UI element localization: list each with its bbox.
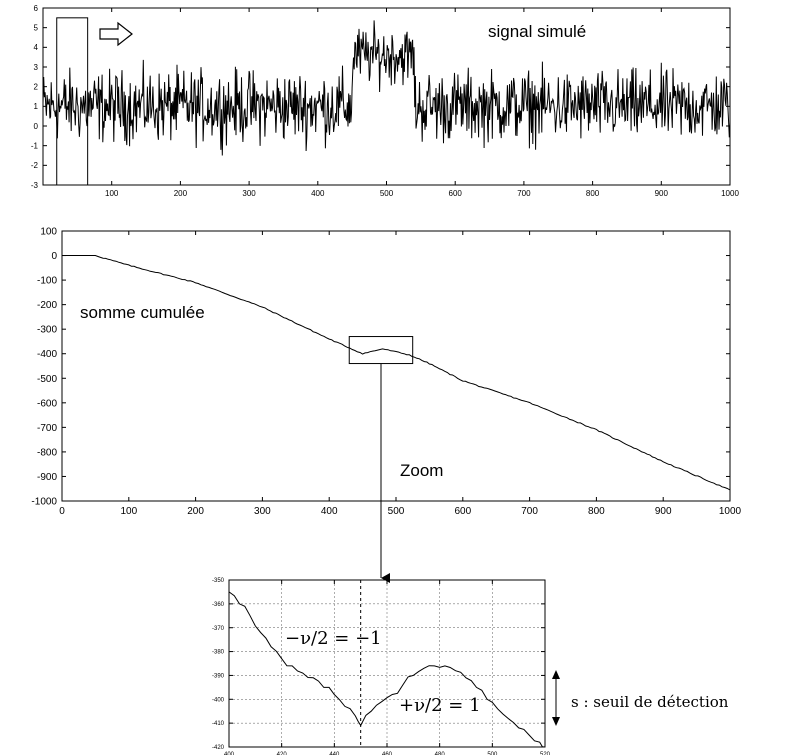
cumsum-xtick-label: 500 bbox=[388, 506, 405, 517]
zoom-ytick-label: -350 bbox=[212, 578, 225, 584]
window-direction-arrow-icon bbox=[99, 21, 133, 47]
signal-xtick-label: 1000 bbox=[721, 189, 739, 198]
signal-x-ticks: 100 200 300 400 500 600 700 800 900 1000 bbox=[105, 8, 739, 198]
cumsum-xtick-label: 600 bbox=[454, 506, 471, 517]
signal-ytick-label: 0 bbox=[34, 122, 39, 131]
threshold-label: s : seuil de détection bbox=[571, 693, 729, 711]
zoom-ytick-label: -400 bbox=[212, 697, 225, 703]
cumsum-xtick-label: 1000 bbox=[719, 506, 742, 517]
zoom-ytick-label: -410 bbox=[212, 721, 225, 727]
signal-ytick-label: 3 bbox=[34, 63, 39, 72]
cumsum-ytick-label: 0 bbox=[51, 251, 57, 262]
signal-annotation: signal simulé bbox=[488, 22, 586, 41]
threshold-arrow-up-icon bbox=[552, 670, 560, 679]
cumsum-ytick-label: -100 bbox=[37, 276, 57, 287]
signal-ytick-label: -1 bbox=[31, 141, 39, 150]
cumsum-xtick-label: 800 bbox=[588, 506, 605, 517]
signal-xtick-label: 300 bbox=[242, 189, 256, 198]
zoom-ytick-label: -380 bbox=[212, 650, 225, 656]
signal-ytick-label: 4 bbox=[34, 43, 39, 52]
signal-xtick-label: 800 bbox=[586, 189, 600, 198]
slope-annotation-negative: −ν/2 = −1 bbox=[285, 628, 382, 649]
cumsum-plot-frame bbox=[61, 230, 731, 502]
cumsum-xtick-label: 700 bbox=[521, 506, 538, 517]
cumsum-ytick-label: -700 bbox=[37, 423, 57, 434]
signal-chart: -3 -2 -1 0 1 2 3 4 5 6 100 200 300 400 500 600 700 800 90… bbox=[31, 4, 740, 198]
cumsum-xtick-label: 200 bbox=[187, 506, 204, 517]
zoom-ytick-label: -420 bbox=[212, 745, 225, 751]
cumsum-ytick-label: -1000 bbox=[31, 497, 57, 508]
zoom-xtick-label: 440 bbox=[329, 752, 340, 755]
signal-xtick-label: 600 bbox=[449, 189, 463, 198]
cumsum-xtick-label: 100 bbox=[120, 506, 137, 517]
zoom-ytick-label: -370 bbox=[212, 626, 225, 632]
zoom-grid bbox=[229, 580, 545, 747]
cumsum-ytick-label: -500 bbox=[37, 374, 57, 385]
zoom-chart: -350-360-370-380-390-400-410-420 400 420 4… bbox=[212, 578, 729, 755]
signal-ytick-label: 5 bbox=[34, 23, 39, 32]
slope-annotation-positive: +ν/2 = 1 bbox=[399, 695, 481, 716]
cumsum-ytick-label: -600 bbox=[37, 398, 57, 409]
signal-ytick-label: -2 bbox=[31, 161, 39, 170]
signal-ytick-label: -3 bbox=[31, 181, 39, 190]
signal-ytick-label: 6 bbox=[34, 4, 39, 13]
cumsum-ytick-label: -400 bbox=[37, 349, 57, 360]
cumsum-y-ticks: 100 0 -100 -200 -300 -400 -500 -600 -700 -800 -900… bbox=[31, 227, 730, 508]
zoom-xtick-label: 420 bbox=[277, 752, 288, 755]
zoom-xtick-label: 520 bbox=[540, 752, 551, 755]
zoom-series-line bbox=[228, 591, 546, 748]
zoom-x-ticks: 400 420 440 460 480 500 520 bbox=[224, 580, 551, 755]
cumsum-xtick-label: 900 bbox=[655, 506, 672, 517]
signal-y-ticks: -3 -2 -1 0 1 2 3 4 5 6 bbox=[31, 4, 730, 190]
signal-xtick-label: 100 bbox=[105, 189, 119, 198]
zoom-xtick-label: 400 bbox=[224, 752, 235, 755]
cumsum-chart: 1000-100-200-300-400-500-600-700-800-900… bbox=[31, 227, 742, 583]
cumsum-ytick-label: -800 bbox=[37, 447, 57, 458]
cumsum-x-ticks: 0 100 200 300 400 500 600 700 800 900 1000 bbox=[59, 231, 742, 517]
cumsum-ytick-label: 100 bbox=[40, 227, 57, 238]
cumsum-xtick-label: 400 bbox=[321, 506, 338, 517]
threshold-arrow-down-icon bbox=[552, 717, 560, 726]
cumsum-annotation: somme cumulée bbox=[80, 303, 205, 322]
cumsum-series-line bbox=[62, 255, 731, 491]
zoom-ytick-label: -390 bbox=[212, 674, 225, 680]
cumsum-ytick-label: -900 bbox=[37, 472, 57, 483]
signal-series-line bbox=[42, 20, 731, 156]
zoom-ytick-label: -360 bbox=[212, 602, 225, 608]
zoom-xtick-label: 460 bbox=[382, 752, 393, 755]
cumsum-xtick-label: 0 bbox=[59, 506, 65, 517]
zoom-box bbox=[348, 336, 414, 365]
signal-xtick-label: 200 bbox=[174, 189, 188, 198]
signal-xtick-label: 700 bbox=[517, 189, 531, 198]
signal-xtick-label: 900 bbox=[655, 189, 669, 198]
signal-ytick-label: 1 bbox=[34, 102, 39, 111]
signal-xtick-label: 400 bbox=[311, 189, 325, 198]
signal-ytick-label: 2 bbox=[34, 82, 39, 91]
zoom-xtick-label: 500 bbox=[487, 752, 498, 755]
zoom-xtick-label: 480 bbox=[435, 752, 446, 755]
cumsum-ytick-label: -300 bbox=[37, 325, 57, 336]
cumsum-ytick-label: -200 bbox=[37, 300, 57, 311]
signal-xtick-label: 500 bbox=[380, 189, 394, 198]
zoom-label: Zoom bbox=[400, 461, 443, 480]
cumsum-xtick-label: 300 bbox=[254, 506, 271, 517]
zoom-y-ticks: -350 -360 -370 -380 -390 -400 -410 -420 bbox=[212, 578, 545, 751]
sliding-window-box bbox=[56, 17, 89, 186]
